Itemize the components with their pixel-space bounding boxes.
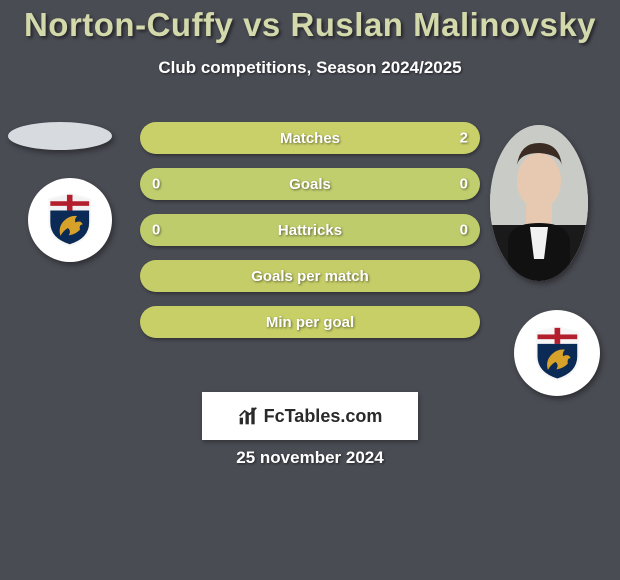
brand-text: FcTables.com	[264, 406, 383, 427]
stat-right-value: 2	[460, 130, 468, 147]
stat-label: Matches	[280, 130, 340, 147]
stat-row-goals-per-match: Goals per match	[140, 260, 480, 292]
stat-right-value: 0	[460, 176, 468, 193]
stat-left-value: 0	[152, 222, 160, 239]
genoa-crest-icon	[529, 325, 586, 382]
chart-icon	[238, 406, 258, 426]
crest-cross-h	[537, 334, 577, 339]
stat-row-goals: 0 Goals 0	[140, 168, 480, 200]
stat-label: Hattricks	[278, 222, 342, 239]
stat-label: Goals	[289, 176, 331, 193]
genoa-crest-icon	[42, 192, 97, 247]
player-left-avatar	[8, 122, 112, 150]
player-left-club-crest	[28, 178, 112, 262]
stat-label: Goals per match	[251, 268, 369, 285]
stats-container: Matches 2 0 Goals 0 0 Hattricks 0 Goals …	[140, 122, 480, 352]
player-right-club-crest	[514, 310, 600, 396]
page-title: Norton-Cuffy vs Ruslan Malinovsky	[0, 0, 620, 44]
stat-row-min-per-goal: Min per goal	[140, 306, 480, 338]
brand-box: FcTables.com	[202, 392, 418, 440]
stat-row-hattricks: 0 Hattricks 0	[140, 214, 480, 246]
stat-left-value: 0	[152, 176, 160, 193]
stat-row-matches: Matches 2	[140, 122, 480, 154]
player-photo-icon	[490, 125, 588, 281]
date-text: 25 november 2024	[0, 448, 620, 468]
stat-label: Min per goal	[266, 314, 354, 331]
player-right-avatar	[490, 125, 588, 281]
stat-right-value: 0	[460, 222, 468, 239]
subtitle: Club competitions, Season 2024/2025	[0, 58, 620, 78]
crest-cross-h	[51, 202, 90, 207]
